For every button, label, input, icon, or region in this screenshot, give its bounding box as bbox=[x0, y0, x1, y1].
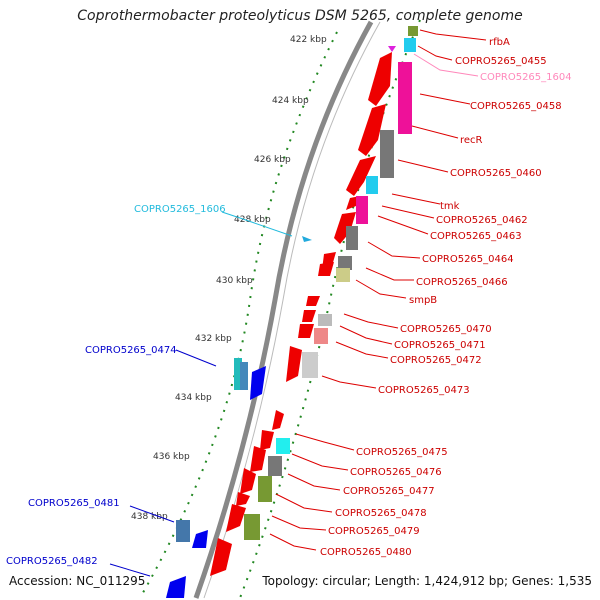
gene-arrow bbox=[240, 468, 256, 494]
gene-arrow bbox=[334, 212, 356, 244]
feature-block bbox=[356, 196, 368, 224]
feature-block bbox=[240, 362, 248, 390]
gene-label: COPRO5265_1604 bbox=[480, 72, 572, 83]
tick-label: 430 kbp bbox=[216, 276, 253, 286]
tick-label: 436 kbp bbox=[153, 452, 190, 462]
gene-arrow bbox=[250, 366, 266, 400]
feature-block bbox=[234, 358, 242, 390]
feature-block bbox=[408, 26, 418, 36]
gene-arrow bbox=[358, 104, 386, 156]
feature-block bbox=[346, 226, 358, 250]
gene-arrow bbox=[306, 296, 320, 306]
gene-label: COPRO5265_0482 bbox=[6, 556, 98, 567]
tick-ring-left bbox=[139, 31, 338, 599]
gene-label: COPRO5265_0473 bbox=[378, 385, 470, 396]
feature-block bbox=[314, 328, 328, 344]
feature-block bbox=[268, 456, 282, 476]
feature-block bbox=[336, 268, 350, 282]
left-gene-labels: COPRO5265_1606 COPRO5265_0474 COPRO5265_… bbox=[6, 204, 226, 567]
feature-block bbox=[302, 236, 312, 242]
genome-title: Coprothermobacter proteolyticus DSM 5265… bbox=[77, 8, 523, 24]
gene-arrow bbox=[302, 310, 316, 322]
tick-label: 422 kbp bbox=[290, 35, 327, 45]
gene-label: COPRO5265_0464 bbox=[422, 254, 514, 265]
gene-label: COPRO5265_0474 bbox=[85, 345, 177, 356]
tick-label: 424 kbp bbox=[272, 96, 309, 106]
gene-label: COPRO5265_0472 bbox=[390, 355, 482, 366]
gene-arrow bbox=[192, 530, 208, 548]
gene-label: COPRO5265_0481 bbox=[28, 498, 120, 509]
left-leaders bbox=[109, 211, 293, 577]
feature-blocks bbox=[244, 26, 418, 540]
gene-label: COPRO5265_0466 bbox=[416, 277, 508, 288]
gene-label: COPRO5265_0477 bbox=[343, 486, 435, 497]
feature-block bbox=[338, 256, 352, 270]
gene-arrow bbox=[298, 324, 314, 338]
feature-block bbox=[176, 520, 190, 542]
gene-label: COPRO5265_0476 bbox=[350, 467, 442, 478]
gene-arrow bbox=[236, 492, 250, 506]
backbone-arc bbox=[193, 20, 374, 599]
feature-block bbox=[388, 46, 396, 52]
feature-block bbox=[366, 176, 378, 194]
tick-label: 432 kbp bbox=[195, 334, 232, 344]
feature-block bbox=[398, 62, 412, 134]
gene-label: COPRO5265_0462 bbox=[436, 215, 528, 226]
gene-arrow bbox=[318, 262, 334, 276]
tick-labels: 422 kbp 424 kbp 426 kbp 428 kbp 430 kbp … bbox=[131, 35, 327, 522]
gene-label: COPRO5265_0458 bbox=[470, 101, 562, 112]
feature-block bbox=[380, 130, 394, 178]
tick-label: 426 kbp bbox=[254, 155, 291, 165]
feature-block bbox=[318, 314, 332, 326]
gene-label: COPRO5265_0471 bbox=[394, 340, 486, 351]
reverse-genes bbox=[166, 358, 266, 598]
tick-label: 434 kbp bbox=[175, 393, 212, 403]
gene-label: COPRO5265_0478 bbox=[335, 508, 427, 519]
gene-label: COPRO5265_0455 bbox=[455, 56, 547, 67]
feature-block bbox=[404, 38, 416, 52]
gene-arrow bbox=[286, 346, 302, 382]
gene-arrow bbox=[226, 504, 246, 532]
gene-arrow bbox=[368, 52, 392, 106]
gene-arrow bbox=[210, 538, 232, 576]
gene-label: COPRO5265_0480 bbox=[320, 547, 412, 558]
gene-arrow bbox=[346, 156, 376, 196]
gene-label: tmk bbox=[440, 201, 460, 212]
tick-label: 428 kbp bbox=[234, 215, 271, 225]
gene-label: COPRO5265_0460 bbox=[450, 168, 542, 179]
gene-label: COPRO5265_1606 bbox=[134, 204, 226, 215]
feature-block bbox=[244, 514, 260, 540]
topology-text: Topology: circular; Length: 1,424,912 bp… bbox=[262, 574, 592, 588]
feature-block bbox=[276, 438, 290, 454]
tick-label: 438 kbp bbox=[131, 512, 168, 522]
gene-arrow bbox=[166, 576, 186, 598]
gene-arrow bbox=[250, 446, 266, 472]
feature-block bbox=[302, 352, 318, 378]
gene-label: COPRO5265_0475 bbox=[356, 447, 448, 458]
right-leaders bbox=[269, 29, 487, 551]
gene-label: COPRO5265_0470 bbox=[400, 324, 492, 335]
forward-genes bbox=[210, 52, 392, 576]
gene-label: smpB bbox=[409, 295, 437, 306]
gene-arrow bbox=[272, 410, 284, 430]
accession-text: Accession: NC_011295 bbox=[9, 574, 146, 588]
gene-label: recR bbox=[460, 135, 483, 146]
feature-block bbox=[258, 476, 272, 502]
right-gene-labels: rfbA COPRO5265_0455 COPRO5265_1604 COPRO… bbox=[320, 37, 572, 558]
gene-label: COPRO5265_0463 bbox=[430, 231, 522, 242]
backbone-inner-line bbox=[203, 21, 381, 599]
gene-label: rfbA bbox=[489, 37, 510, 48]
gene-label: COPRO5265_0479 bbox=[328, 526, 420, 537]
gene-arrow bbox=[260, 430, 274, 450]
